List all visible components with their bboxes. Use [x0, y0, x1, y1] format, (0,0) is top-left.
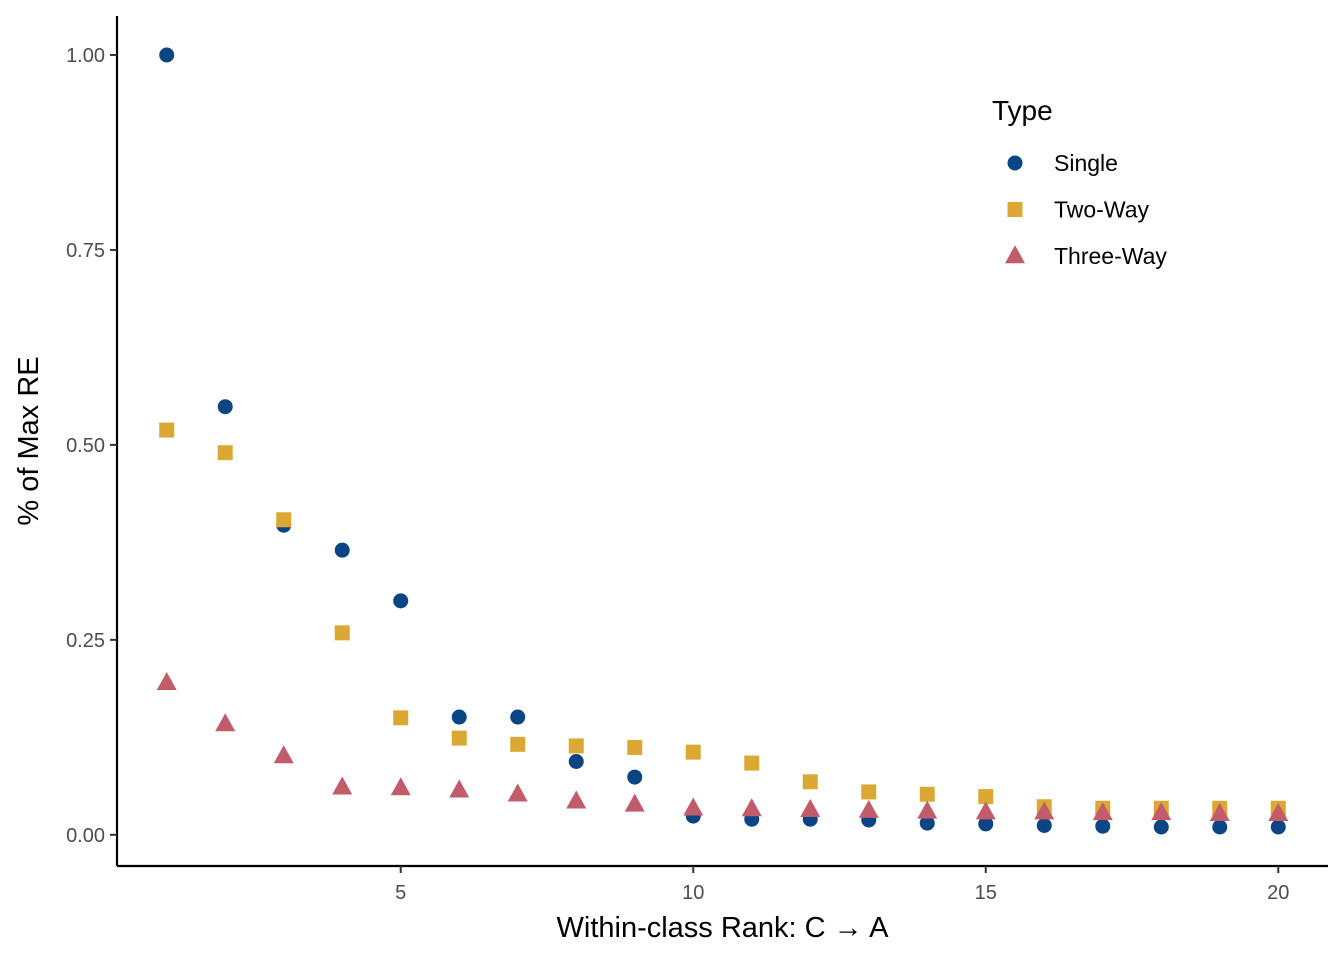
x-tick-label: 15	[975, 882, 997, 904]
legend: Type Single Two-Way Three-Way	[992, 95, 1167, 269]
legend-key-square-icon	[1007, 202, 1023, 217]
data-point	[800, 799, 821, 818]
data-point	[627, 739, 643, 755]
data-point	[393, 593, 409, 609]
data-point	[624, 793, 645, 812]
data-point	[975, 801, 996, 820]
data-point	[917, 800, 938, 819]
data-point	[217, 445, 233, 461]
legend-label: Single	[1054, 150, 1118, 176]
y-tick-label: 0.50	[66, 435, 105, 457]
data-point	[159, 422, 175, 438]
data-points	[156, 47, 1289, 835]
data-point	[390, 777, 411, 796]
data-point	[510, 736, 526, 752]
data-point	[510, 709, 526, 725]
y-tick-label: 1.00	[66, 45, 105, 67]
x-tick-label: 5	[395, 882, 406, 904]
data-point	[1153, 819, 1169, 835]
data-point	[507, 783, 528, 802]
data-point	[449, 779, 470, 798]
series-two-way	[159, 422, 1286, 816]
data-point	[802, 774, 818, 790]
data-point	[215, 713, 236, 732]
data-point	[273, 745, 294, 764]
ticks: 5 10 15 20 0.00 0.25 0.50 0.75 1.00	[66, 45, 1289, 904]
data-point	[1034, 801, 1055, 820]
x-axis-title: Within-class Rank: C → A	[557, 912, 890, 944]
axes	[115, 16, 1328, 868]
data-point	[1212, 819, 1228, 835]
data-point	[1270, 819, 1286, 835]
data-point	[334, 542, 350, 558]
data-point	[919, 815, 935, 831]
legend-key-circle-icon	[1007, 155, 1023, 171]
data-point	[744, 755, 760, 771]
y-tick-label: 0.00	[66, 825, 105, 847]
x-tick-label: 10	[682, 882, 704, 904]
data-point	[156, 671, 177, 690]
data-point	[566, 790, 587, 809]
data-point	[332, 776, 353, 795]
data-point	[159, 47, 175, 63]
data-point	[861, 784, 877, 800]
data-point	[919, 786, 935, 802]
data-point	[627, 769, 643, 785]
legend-key-triangle-icon	[1005, 245, 1025, 264]
data-point	[1209, 802, 1230, 821]
data-point	[858, 799, 879, 818]
legend-label: Two-Way	[1054, 197, 1149, 223]
data-point	[685, 744, 701, 760]
data-point	[978, 816, 994, 832]
data-point	[451, 709, 467, 725]
data-point	[393, 710, 409, 726]
data-point	[1092, 802, 1113, 821]
data-point	[1095, 818, 1111, 834]
y-axis-title: % of Max RE	[13, 356, 45, 525]
data-point	[217, 399, 233, 415]
data-point	[334, 625, 350, 641]
x-tick-label: 20	[1267, 882, 1289, 904]
legend-title: Type	[992, 95, 1053, 126]
data-point	[1036, 817, 1052, 833]
y-tick-label: 0.75	[66, 240, 105, 262]
data-point	[1268, 802, 1289, 821]
data-point	[741, 798, 762, 817]
data-point	[451, 730, 467, 746]
legend-item: Single	[1007, 150, 1118, 176]
legend-item: Two-Way	[1007, 197, 1149, 223]
data-point	[568, 754, 584, 770]
data-point	[683, 797, 704, 816]
y-tick-label: 0.25	[66, 630, 105, 652]
data-point	[276, 512, 292, 528]
data-point	[568, 738, 584, 754]
data-point	[1151, 802, 1172, 821]
legend-label: Three-Way	[1054, 243, 1167, 269]
data-point	[978, 789, 994, 805]
legend-item: Three-Way	[1005, 243, 1167, 269]
series-three-way	[156, 671, 1289, 821]
